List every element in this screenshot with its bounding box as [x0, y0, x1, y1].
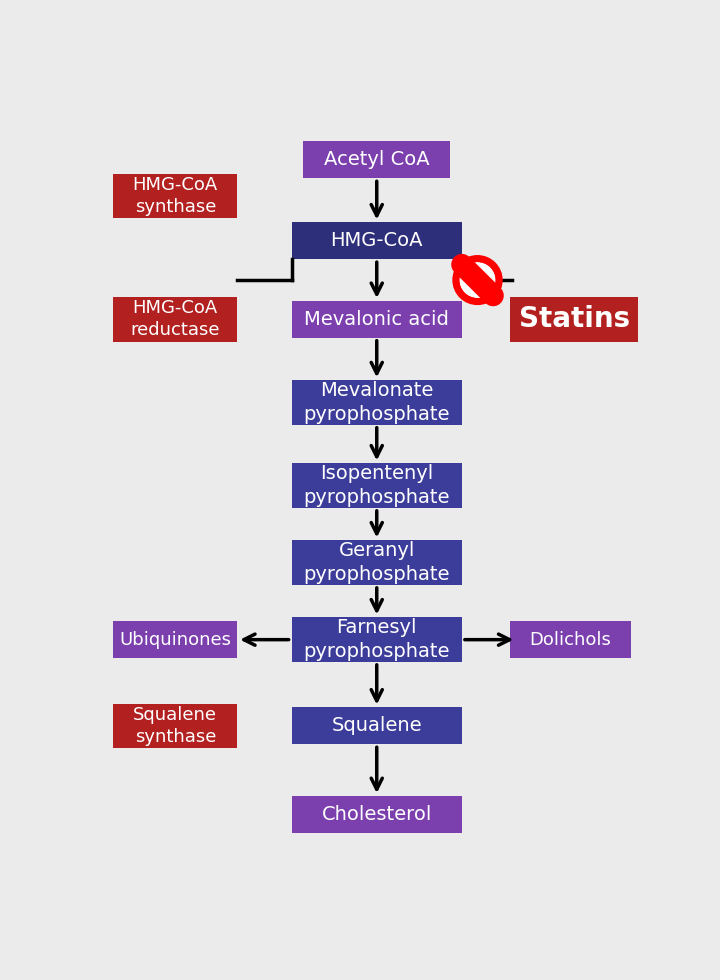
FancyBboxPatch shape — [292, 708, 462, 745]
FancyBboxPatch shape — [292, 796, 462, 833]
FancyBboxPatch shape — [292, 540, 462, 585]
FancyBboxPatch shape — [113, 621, 238, 659]
Text: Isopentenyl
pyrophosphate: Isopentenyl pyrophosphate — [304, 465, 450, 507]
Text: HMG-CoA: HMG-CoA — [330, 231, 423, 250]
FancyBboxPatch shape — [510, 297, 639, 342]
FancyBboxPatch shape — [113, 297, 238, 342]
FancyBboxPatch shape — [292, 301, 462, 338]
Text: Cholesterol: Cholesterol — [322, 805, 432, 824]
Circle shape — [460, 263, 495, 297]
FancyBboxPatch shape — [510, 621, 631, 659]
Text: Squalene
synthase: Squalene synthase — [133, 706, 217, 746]
FancyBboxPatch shape — [292, 464, 462, 508]
Text: Squalene: Squalene — [331, 716, 422, 735]
FancyBboxPatch shape — [113, 704, 238, 749]
FancyBboxPatch shape — [292, 222, 462, 260]
Text: Farnesyl
pyrophosphate: Farnesyl pyrophosphate — [304, 618, 450, 661]
Text: Ubiquinones: Ubiquinones — [120, 631, 231, 649]
Text: Mevalonate
pyrophosphate: Mevalonate pyrophosphate — [304, 381, 450, 423]
Text: Mevalonic acid: Mevalonic acid — [305, 310, 449, 329]
Circle shape — [456, 259, 499, 302]
FancyBboxPatch shape — [292, 380, 462, 425]
Text: Statins: Statins — [519, 306, 630, 333]
Text: Geranyl
pyrophosphate: Geranyl pyrophosphate — [304, 541, 450, 584]
Text: HMG-CoA
reductase: HMG-CoA reductase — [130, 299, 220, 339]
FancyBboxPatch shape — [303, 141, 451, 178]
FancyBboxPatch shape — [292, 617, 462, 662]
Text: Dolichols: Dolichols — [530, 631, 611, 649]
FancyBboxPatch shape — [113, 173, 238, 219]
Text: HMG-CoA
synthase: HMG-CoA synthase — [132, 176, 218, 217]
Text: Acetyl CoA: Acetyl CoA — [324, 151, 430, 170]
